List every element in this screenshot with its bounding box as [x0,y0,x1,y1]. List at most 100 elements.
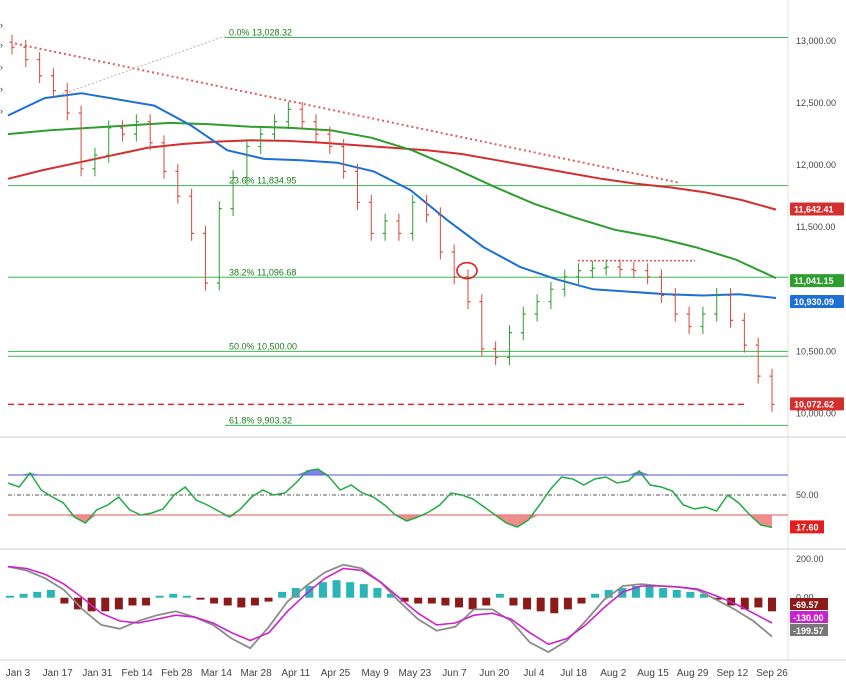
macd-histogram-bar [740,597,749,610]
rsi-overbought-fill [318,469,330,475]
fib-level-label: 0.0% 13,028.32 [229,28,292,38]
macd-histogram-bar [237,597,246,608]
macd-histogram-bar [509,597,518,606]
macd-histogram-bar [400,597,409,602]
rsi-oversold-fill [760,515,772,528]
macd-histogram-bar [645,586,654,598]
price-axis-tick-label: 10,500.00 [796,346,836,356]
x-axis-tick-label: Apr 11 [281,668,310,679]
moving-average-50 [7,92,777,299]
rsi-oversold-fill [517,515,529,527]
macd-histogram-bar [46,589,55,598]
macd-histogram-bar [686,591,695,598]
rsi-axis-tick-label: 50.00 [796,490,819,500]
macd-histogram-bar [563,597,572,610]
x-axis-tick-label: Jan 31 [82,668,112,679]
price-tag-label: 10,930.09 [794,297,834,307]
macd-histogram-bar [196,597,205,600]
macd-histogram-bar [373,587,382,598]
macd-histogram-bar [414,597,423,604]
macd-histogram-bar [672,589,681,598]
svg-text:›: › [0,84,3,94]
price-tag [790,274,844,288]
macd-histogram-bar [142,597,151,606]
fib-level-label: 38.2% 11,096.68 [229,267,296,277]
svg-text:›: › [0,40,3,50]
macd-histogram-bar [169,593,178,598]
macd-histogram-bar [33,591,42,598]
macd-histogram-bar [754,597,763,608]
macd-histogram-bar [455,597,464,608]
macd-histogram-bar [604,589,613,598]
price-tag-label: 10,072.62 [794,399,834,409]
macd-histogram-bar [482,597,491,606]
macd-panel: 200.00 0.00-69.57 -130.00 -199.57 [6,554,828,654]
x-axis-tick-label: May 23 [398,668,431,679]
svg-text:›: › [0,62,3,72]
macd-histogram-bar [332,580,341,598]
macd-value-tag-label: -69.57 [793,600,819,610]
x-axis: Jan 3 Jan 17 Jan 31 Feb 14 Feb 28 Mar 14 Mar 2… [6,668,789,679]
macd-histogram-bar [387,593,395,598]
fib-level-label: 23.6% 11,834.95 [229,176,296,186]
macd-histogram-bar [699,593,708,598]
x-axis-tick-label: Jun 20 [479,668,509,679]
macd-value-tag [790,611,828,623]
macd-histogram-bar [278,591,287,598]
rsi-value-tag [790,520,824,534]
descending-trendline [14,42,679,184]
macd-histogram-bar [768,597,776,612]
x-axis-tick-label: Mar 28 [241,668,273,679]
macd-histogram-bar [6,595,14,598]
price-panel: 13,000.00 12,500.00 12,000.00 11,500.00 10,5… [7,28,844,426]
rsi-oversold-fill [85,515,97,523]
macd-histogram-bar [495,593,504,598]
x-axis-tick-label: Mar 14 [201,668,233,679]
macd-histogram-bar [291,587,300,598]
fib-level-label: 61.8% 9,903.32 [229,415,292,425]
macd-histogram-bar [713,597,722,600]
macd-histogram-bar [223,597,232,606]
macd-histogram-bar [577,597,586,604]
rsi-value-tag-label: 17.60 [796,522,819,532]
macd-histogram-bar [631,586,640,598]
macd-histogram-bar [264,597,273,602]
x-axis-tick-label: Jul 18 [560,668,587,679]
x-axis-tick-label: Jun 7 [442,668,467,679]
x-axis-tick-label: Jan 3 [6,668,31,679]
macd-value-tag [790,598,828,610]
macd-histogram-bar [128,597,137,606]
rsi-overbought-fill [30,473,42,475]
price-tag [790,202,844,216]
macd-histogram-bar [60,597,69,604]
macd-histogram-bar [318,582,327,598]
annotation-circle [456,261,478,280]
price-axis-tick-label: 11,500.00 [796,222,835,232]
price-axis-tick-label: 12,500.00 [796,98,836,108]
drawing-toolbar-arrows[interactable]: › › › › › [0,20,3,116]
svg-text:›: › [0,106,3,116]
x-axis-tick-label: May 9 [362,668,390,679]
macd-value-tag-label: -199.57 [793,626,824,636]
macd-histogram-bar [659,587,668,598]
macd-histogram-bar [182,595,191,598]
macd-histogram-bar [155,595,164,598]
x-axis-tick-label: Feb 14 [121,668,153,679]
price-tag-label: 11,041.15 [794,276,834,286]
macd-histogram-bar [101,597,110,612]
x-axis-tick-label: Jan 17 [43,668,73,679]
x-axis-tick-label: Jul 4 [523,668,545,679]
fib-anchor-line [57,35,226,97]
macd-histogram-bar [441,597,450,606]
fib-level-label: 50.0% 10,500.00 [229,341,297,351]
macd-value-tag [790,624,828,636]
macd-histogram-bar [19,593,28,598]
macd-histogram-bar [359,584,368,598]
price-tag [790,294,844,308]
x-axis-tick-label: Apr 25 [321,668,351,679]
macd-histogram-bar [550,597,559,614]
svg-text:›: › [0,20,3,30]
x-axis-tick-label: Aug 2 [600,668,627,679]
price-axis-tick-label: 12,000.00 [796,160,836,170]
macd-histogram-bar [114,597,123,610]
